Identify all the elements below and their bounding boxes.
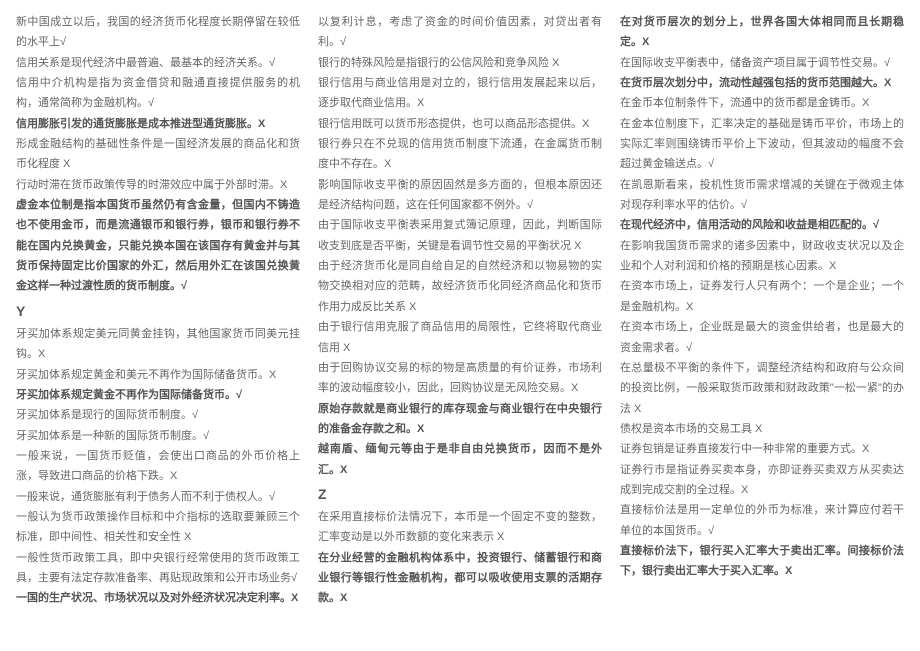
- section-heading: Y: [16, 299, 300, 324]
- statement-line: 一般来说，通货膨胀有利于债务人而不利于债权人。√: [16, 487, 300, 507]
- statement-line: 直接标价法是用一定单位的外币为标准，来计算应付若干单位的本国货币。√: [620, 500, 904, 541]
- statement-line: 行动时滞在货币政策传导的时滞效应中属于外部时滞。X: [16, 175, 300, 195]
- statement-line: 形成金融结构的基础性条件是一国经济发展的商品化和货币化程度 X: [16, 134, 300, 175]
- statement-line: 银行信用既可以货币形态提供，也可以商品形态提供。X: [318, 114, 602, 134]
- statement-line: 牙买加体系是一种新的国际货币制度。√: [16, 426, 300, 446]
- statement-line: 银行信用与商业信用是对立的，银行信用发展起来以后，逐步取代商业信用。X: [318, 73, 602, 114]
- statement-line: 原始存款就是商业银行的库存现金与商业银行在中央银行的准备金存款之和。X: [318, 399, 602, 440]
- statement-line: 一般认为货币政策操作目标和中介指标的选取要兼顾三个标准，即中间性、相关性和安全性…: [16, 507, 300, 548]
- statement-line: 债权是资本市场的交易工具 X: [620, 419, 904, 439]
- statement-line: 牙买加体系规定美元同黄金挂钩，其他国家货币同美元挂钩。X: [16, 324, 300, 365]
- statement-line: 直接标价法下，银行买入汇率大于卖出汇率。间接标价法下，银行卖出汇率大于买入汇率。…: [620, 541, 904, 582]
- statement-line: 牙买加体系是现行的国际货币制度。√: [16, 405, 300, 425]
- statement-line: 在分业经营的金融机构体系中，投资银行、储蓄银行和商业银行等银行性金融机构，都可以…: [318, 548, 602, 609]
- statement-line: 牙买加体系规定黄金和美元不再作为国际储备货币。X: [16, 365, 300, 385]
- statement-line: 由于回购协议交易的标的物是高质量的有价证券，市场利率的波动幅度较小，因此，回购协…: [318, 358, 602, 399]
- statement-line: 在金本位制度下，汇率决定的基础是铸币平价，市场上的实际汇率则围绕铸币平价上下波动…: [620, 114, 904, 175]
- statement-line: 一般来说，一国货币贬值，会使出口商品的外币价格上涨，导致进口商品的价格下跌。X: [16, 446, 300, 487]
- statement-line: 在采用直接标价法情况下，本币是一个固定不变的整数，汇率变动是以外币数额的变化来表…: [318, 507, 602, 548]
- statement-line: 在金币本位制条件下，流通中的货币都是金铸币。X: [620, 93, 904, 113]
- statement-line: 在资本市场上，证券发行人只有两个：一个是企业；一个是金融机构。X: [620, 276, 904, 317]
- statement-line: 在资本市场上，企业既是最大的资金供给者，也是最大的资金需求者。√: [620, 317, 904, 358]
- section-heading: Z: [318, 482, 602, 507]
- statement-line: 在影响我国货币需求的诸多因素中，财政收支状况以及企业和个人对利润和价格的预期是核…: [620, 236, 904, 277]
- statement-line: 证券行市是指证券买卖本身，亦即证券买卖双方从买卖达成到完成交割的全过程。X: [620, 460, 904, 501]
- statement-line: 证券包销是证券直接发行中一种非常的重要方式。X: [620, 439, 904, 459]
- statement-line: 在对货币层次的划分上，世界各国大体相同而且长期稳定。X: [620, 12, 904, 53]
- statement-line: 由于国际收支平衡表采用复式簿记原理，因此，判断国际收支到底是否平衡，关键是看调节…: [318, 215, 602, 256]
- statement-line: 在现代经济中，信用活动的风险和收益是相匹配的。√: [620, 215, 904, 235]
- statement-line: 在国际收支平衡表中，储备资产项目属于调节性交易。√: [620, 53, 904, 73]
- statement-line: 信用中介机构是指为资金借贷和融通直接提供服务的机构，通常简称为金融机构。√: [16, 73, 300, 114]
- statement-line: 信用膨胀引发的通货膨胀是成本推进型通货膨胀。X: [16, 114, 300, 134]
- statement-line: 越南盾、缅甸元等由于是非自由兑换货币，因而不是外汇。X: [318, 439, 602, 480]
- statement-line: 由于银行信用克服了商品信用的局限性，它终将取代商业信用 X: [318, 317, 602, 358]
- statement-line: 信用关系是现代经济中最普遍、最基本的经济关系。√: [16, 53, 300, 73]
- statement-line: 一国的生产状况、市场状况以及对外经济状况决定利率。X: [16, 588, 300, 608]
- statement-line: 虚金本位制是指本国货币虽然仍有含金量，但国内不铸造也不使用金币，而是流通银币和银…: [16, 195, 300, 297]
- statement-line: 一般性货币政策工具，即中央银行经常使用的货币政策工具，主要有法定存款准备率、再贴…: [16, 548, 300, 589]
- statement-line: 新中国成立以后，我国的经济货币化程度长期停留在较低的水平上√: [16, 12, 300, 53]
- statement-line: 影响国际收支平衡的原因固然是多方面的，但根本原因还是经济结构问题，这在任何国家都…: [318, 175, 602, 216]
- statement-line: 牙买加体系规定黄金不再作为国际储备货币。√: [16, 385, 300, 405]
- statement-line: 银行的特殊风险是指银行的公信风险和竞争风险 X: [318, 53, 602, 73]
- statement-line: 以复利计息，考虑了资金的时间价值因素，对贷出者有利。√: [318, 12, 602, 53]
- statement-line: 在凯恩斯看来，投机性货币需求增减的关键在于微观主体对现存利率水平的估价。√: [620, 175, 904, 216]
- statement-line: 由于经济货币化是同自给自足的自然经济和以物易物的实物交换相对应的范畴，故经济货币…: [318, 256, 602, 317]
- statement-line: 银行券只在不兑现的信用货币制度下流通，在金属货币制度中不存在。X: [318, 134, 602, 175]
- statement-line: 在货币层次划分中，流动性越强包括的货币范围越大。X: [620, 73, 904, 93]
- statement-line: 在总量极不平衡的条件下，调整经济结构和政府与公众间的投资比例，一般采取货币政策和…: [620, 358, 904, 419]
